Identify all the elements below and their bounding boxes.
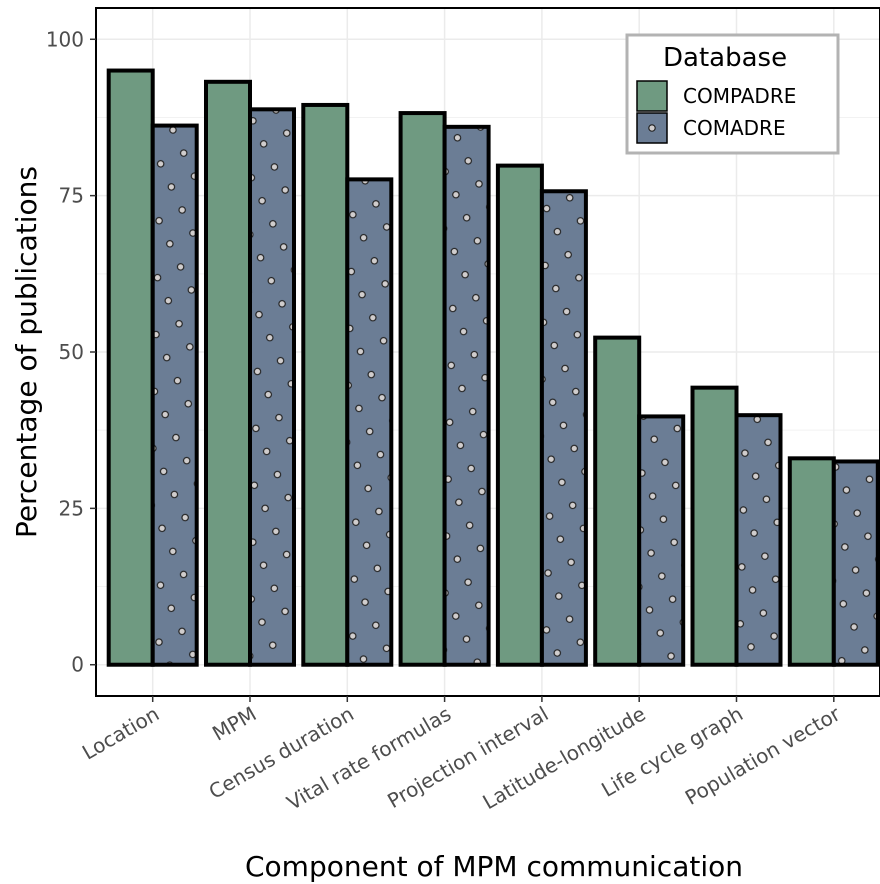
bar-comadre-4	[442, 124, 491, 667]
x-tick-label: Vital rate formulas	[283, 702, 456, 815]
x-tick-label: Population vector	[681, 701, 845, 810]
bar-compadre-5	[495, 163, 544, 667]
bar-comadre-6	[637, 414, 686, 667]
y-tick-label: 75	[59, 184, 84, 208]
legend-label-comadre: COMADRE	[683, 116, 786, 140]
bar-compadre-7	[690, 385, 739, 667]
legend: Database COMPADRE COMADRE	[625, 33, 840, 155]
y-tick-label: 25	[59, 496, 84, 520]
x-axis-title: Component of MPM communication	[245, 850, 743, 883]
x-tick-label: Latitude-longitude	[479, 702, 650, 815]
bar-compadre-6	[593, 335, 642, 667]
y-tick-label: 100	[46, 27, 84, 51]
bars	[106, 68, 880, 667]
bar-comadre-3	[345, 177, 394, 667]
bar-comadre-5	[539, 189, 588, 667]
bar-comadre-8	[831, 459, 880, 667]
y-tick-label: 0	[71, 653, 84, 677]
y-axis: 0 25 50 75 100	[46, 27, 96, 677]
bar-comadre-1	[150, 123, 199, 667]
bar-compadre-1	[106, 68, 155, 667]
legend-key-comadre-dot	[648, 124, 656, 132]
legend-label-compadre: COMPADRE	[683, 84, 796, 108]
x-tick-label: Projection interval	[383, 702, 552, 814]
bar-comadre-2	[248, 107, 296, 667]
bar-compadre-4	[398, 111, 447, 667]
y-tick-label: 50	[59, 340, 84, 364]
x-tick-label: Location	[78, 702, 163, 765]
bar-compadre-2	[204, 79, 252, 667]
bar-compadre-3	[301, 102, 350, 667]
x-tick-label: MPM	[208, 702, 260, 746]
bar-compadre-8	[787, 456, 836, 667]
legend-title: Database	[663, 43, 787, 73]
legend-key-compadre	[636, 80, 668, 112]
y-axis-title: Percentage of publications	[10, 166, 43, 538]
bar-comadre-7	[734, 413, 783, 667]
